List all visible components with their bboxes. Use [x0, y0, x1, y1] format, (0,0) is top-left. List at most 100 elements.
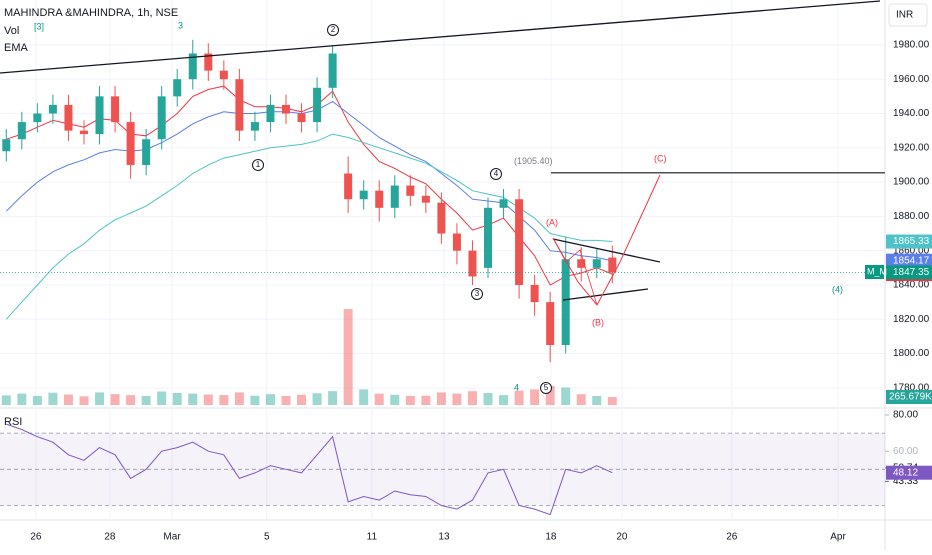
- rsi-last-box: [886, 465, 932, 480]
- y-tick-label: 1940.00: [893, 108, 930, 119]
- volume-bar: [203, 394, 213, 405]
- volume-bar: [452, 393, 462, 405]
- ema-line: [5, 133, 613, 320]
- wave-number: 2: [331, 25, 336, 34]
- candle-body: [468, 250, 477, 277]
- symbol-tag: M_M: [867, 266, 887, 276]
- currency-box[interactable]: [888, 3, 928, 27]
- candle-body: [515, 199, 524, 285]
- volume-bar: [172, 393, 182, 405]
- volume-bar: [592, 396, 602, 405]
- volume-bar: [483, 393, 493, 405]
- candle-body: [421, 195, 430, 203]
- x-tick-label: Apr: [830, 532, 846, 543]
- volume-bar: [530, 389, 540, 405]
- candle-body: [266, 104, 275, 123]
- candle-body: [437, 202, 446, 234]
- x-tick-label: 11: [367, 532, 378, 543]
- y-tick-label: 1900.00: [893, 177, 930, 188]
- candle-body: [64, 104, 73, 131]
- last-price-label: 1847.35: [893, 267, 930, 278]
- rsi-tick-label: 80.00: [893, 410, 918, 421]
- candle-body: [328, 53, 337, 88]
- candle-body: [48, 104, 57, 114]
- symbol-tag-box: [865, 265, 884, 279]
- ema-last-label: 1865.33: [893, 236, 930, 247]
- last-price-box: [886, 265, 932, 280]
- x-tick-label: 5: [264, 532, 270, 543]
- candle-body: [126, 122, 135, 165]
- wave-number: 3: [475, 289, 480, 298]
- abc-label: (C): [654, 153, 667, 163]
- volume-bar: [79, 396, 89, 405]
- y-tick-label: 1840.00: [893, 280, 930, 291]
- volume-bar: [390, 394, 400, 405]
- x-tick-label: 20: [616, 532, 628, 543]
- triangle-upper: [552, 238, 661, 263]
- currency[interactable]: INR: [896, 10, 913, 21]
- wave-label: [3]: [34, 21, 44, 31]
- candle-body: [592, 259, 601, 268]
- volume-bar: [141, 396, 151, 405]
- y-tick-label: 1960.00: [893, 74, 930, 85]
- volume-bar: [499, 395, 509, 405]
- candle-body: [33, 113, 42, 123]
- abc-label: (A): [546, 217, 558, 227]
- candle-body: [173, 79, 182, 97]
- triangle-lower: [562, 288, 649, 301]
- candle-body: [390, 185, 399, 208]
- candle-body: [499, 199, 508, 208]
- candle-body: [281, 104, 290, 114]
- ema-line: [5, 100, 613, 262]
- volume-bar: [467, 391, 477, 405]
- x-tick-label: 26: [726, 532, 738, 543]
- wave-circle: 4: [490, 168, 502, 180]
- candle-body: [235, 79, 244, 131]
- volume-bar: [405, 396, 415, 405]
- candle-body: [608, 257, 617, 273]
- candle-body: [344, 173, 353, 200]
- volume-bar: [343, 309, 353, 405]
- y-tick-label: 1920.00: [893, 142, 930, 153]
- volume-bar: [359, 389, 369, 405]
- rsi-label: RSI: [4, 416, 22, 428]
- volume-bar: [157, 391, 167, 405]
- candle-body: [530, 284, 539, 303]
- rsi-line: [6, 423, 613, 516]
- volume-last-box: [886, 390, 932, 404]
- wave-subpath: [552, 237, 598, 306]
- wave-label: (4): [832, 284, 843, 294]
- volume-bar: [219, 395, 229, 405]
- volume-bar: [1, 395, 11, 405]
- volume-bar: [17, 393, 27, 405]
- x-tick-label: Mar: [163, 532, 181, 543]
- volume-bar: [110, 394, 120, 405]
- volume-bar: [32, 396, 42, 405]
- candle-body: [157, 96, 166, 140]
- candle-body: [561, 259, 570, 345]
- y-tick-label: 1860.00: [893, 245, 930, 256]
- volume-bar: [281, 396, 291, 405]
- candle-body: [219, 70, 228, 80]
- candle-body: [111, 96, 120, 123]
- volume-bar: [374, 393, 384, 405]
- candle-body: [577, 259, 586, 268]
- rsi-tick-label: 60.00: [893, 446, 918, 457]
- wave-circle: 3: [471, 288, 483, 300]
- trend-line: [0, 0, 881, 74]
- symbol-title: MAHINDRA &MAHINDRA, 1h, NSE: [4, 7, 178, 19]
- rsi-value-label: 43.33: [893, 476, 918, 487]
- marks: [0, 39, 885, 516]
- candle-body: [313, 87, 322, 123]
- volume-bar: [328, 391, 338, 405]
- y-tick-label: 1980.00: [893, 40, 930, 51]
- candle-body: [2, 139, 11, 152]
- candle-body: [204, 53, 213, 71]
- grid: [0, 0, 885, 520]
- candle-body: [79, 130, 88, 135]
- volume-bar: [48, 392, 58, 405]
- volume-last-label: 265.679K: [889, 392, 932, 403]
- candle-body: [17, 122, 26, 140]
- x-tick-label: 28: [104, 532, 116, 543]
- y-tick-label: 1820.00: [893, 314, 930, 325]
